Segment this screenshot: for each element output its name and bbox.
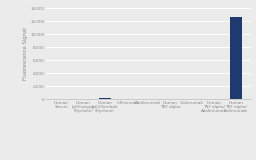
Bar (99, 98, 111, 99)
Bar (230, 17, 242, 99)
Y-axis label: Fluorescence Signal: Fluorescence Signal (23, 27, 28, 80)
